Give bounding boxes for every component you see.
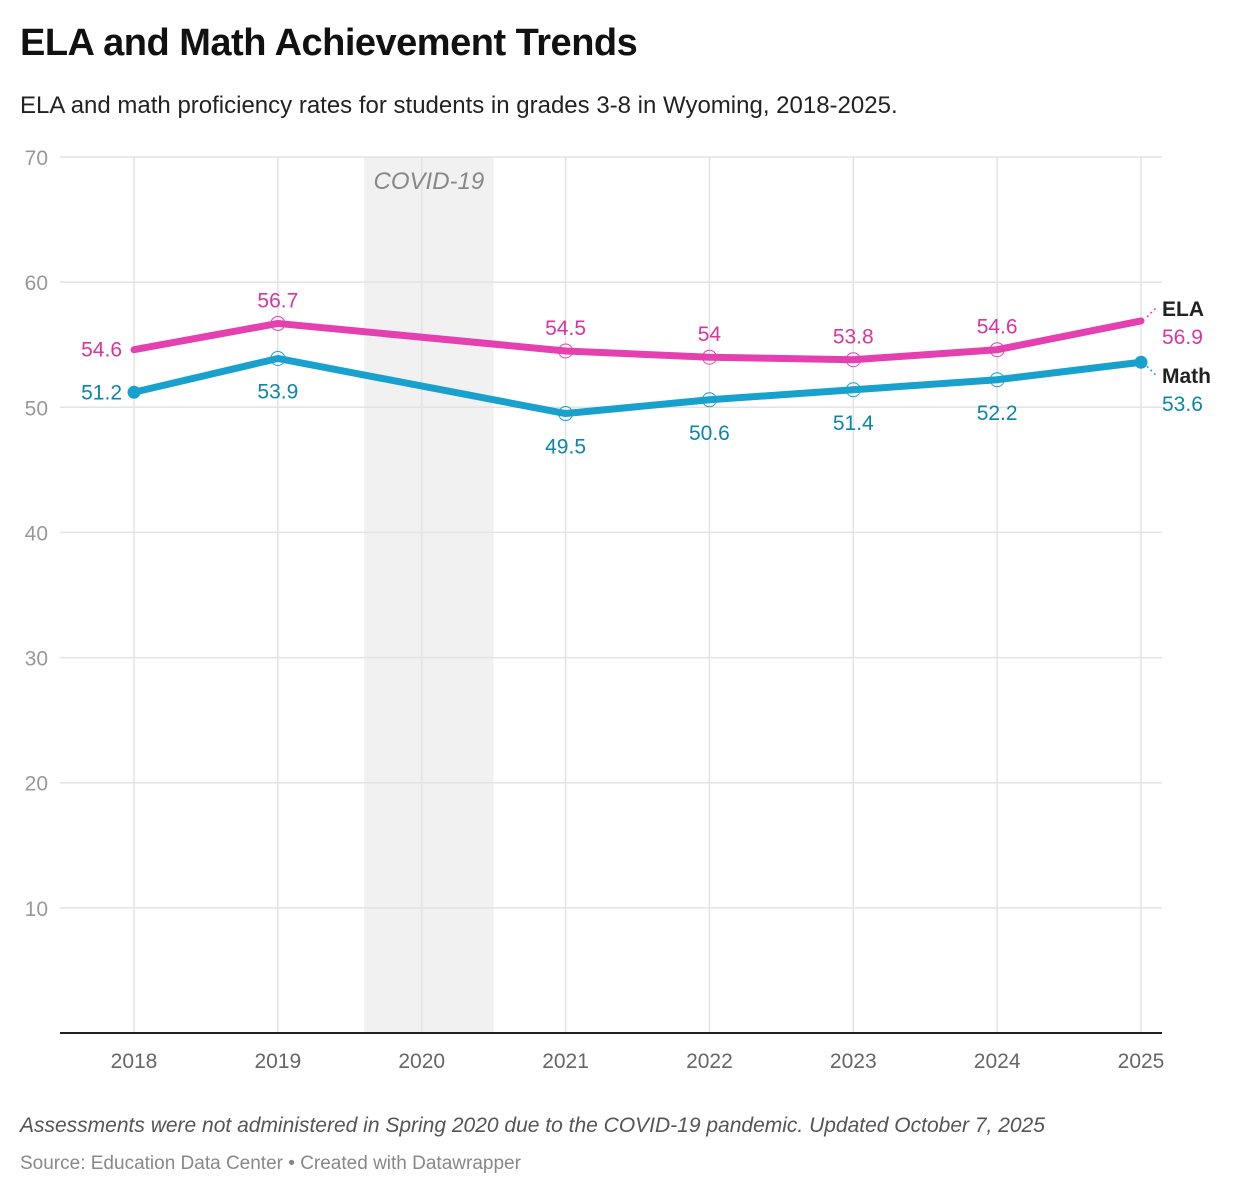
ela-data-label: 54.6 (977, 316, 1018, 339)
chart-subtitle: ELA and math proficiency rates for stude… (20, 92, 898, 119)
ela-point-marker (989, 342, 1005, 358)
math-point-marker (558, 406, 574, 422)
y-tick-label: 30 (25, 648, 48, 671)
math-data-label: 53.9 (257, 380, 298, 403)
x-tick-label: 2023 (830, 1050, 877, 1073)
ela-line (130, 317, 1145, 364)
x-tick-label: 2021 (542, 1050, 589, 1073)
ela-data-label: 53.8 (833, 326, 874, 349)
math-point-marker (701, 392, 717, 408)
math-data-label: 49.5 (545, 436, 586, 459)
x-tick-label: 2022 (686, 1050, 733, 1073)
ela-point-marker (845, 352, 861, 368)
ela-data-label: 54.5 (545, 317, 586, 340)
x-tick-label: 2018 (111, 1050, 158, 1073)
covid-label: COVID-19 (374, 168, 485, 195)
ela-data-label: 54.6 (81, 339, 122, 362)
chart-title: ELA and Math Achievement Trends (20, 22, 638, 64)
math-line (130, 354, 1145, 418)
y-tick-label: 60 (25, 272, 48, 295)
chart-source: Source: Education Data Center • Created … (20, 1153, 521, 1174)
x-tick-label: 2020 (398, 1050, 445, 1073)
y-tick-label: 20 (25, 773, 48, 796)
math-data-label: 50.6 (689, 422, 730, 445)
x-tick-label: 2019 (254, 1050, 301, 1073)
ela-point-marker (701, 349, 717, 365)
end-label-connector (1146, 365, 1158, 377)
math-data-label: 51.2 (81, 381, 122, 404)
x-tick-label: 2024 (974, 1050, 1021, 1073)
math-point-marker (270, 350, 286, 366)
math-data-label: 51.4 (833, 412, 874, 435)
math-point-marker (845, 382, 861, 398)
math-point-marker (127, 385, 141, 399)
covid-band (364, 157, 494, 1033)
math-series-label: Math (1162, 365, 1211, 388)
y-tick-label: 10 (25, 898, 48, 921)
y-tick-label: 70 (25, 147, 48, 170)
math-point-marker (1134, 355, 1148, 369)
ela-data-label: 56.9 (1162, 326, 1203, 349)
y-tick-label: 50 (25, 397, 48, 420)
end-label-connector (1146, 306, 1158, 318)
math-data-label: 52.2 (977, 402, 1018, 425)
math-data-label: 53.6 (1162, 393, 1203, 416)
ela-data-label: 54 (698, 323, 722, 346)
y-tick-label: 40 (25, 522, 48, 545)
x-tick-label: 2025 (1118, 1050, 1165, 1073)
ela-point-marker (558, 343, 574, 359)
chart-note: Assessments were not administered in Spr… (20, 1114, 1045, 1137)
ela-data-label: 56.7 (257, 289, 298, 312)
math-point-marker (989, 372, 1005, 388)
ela-series-label: ELA (1162, 298, 1204, 321)
ela-point-marker (270, 315, 286, 331)
